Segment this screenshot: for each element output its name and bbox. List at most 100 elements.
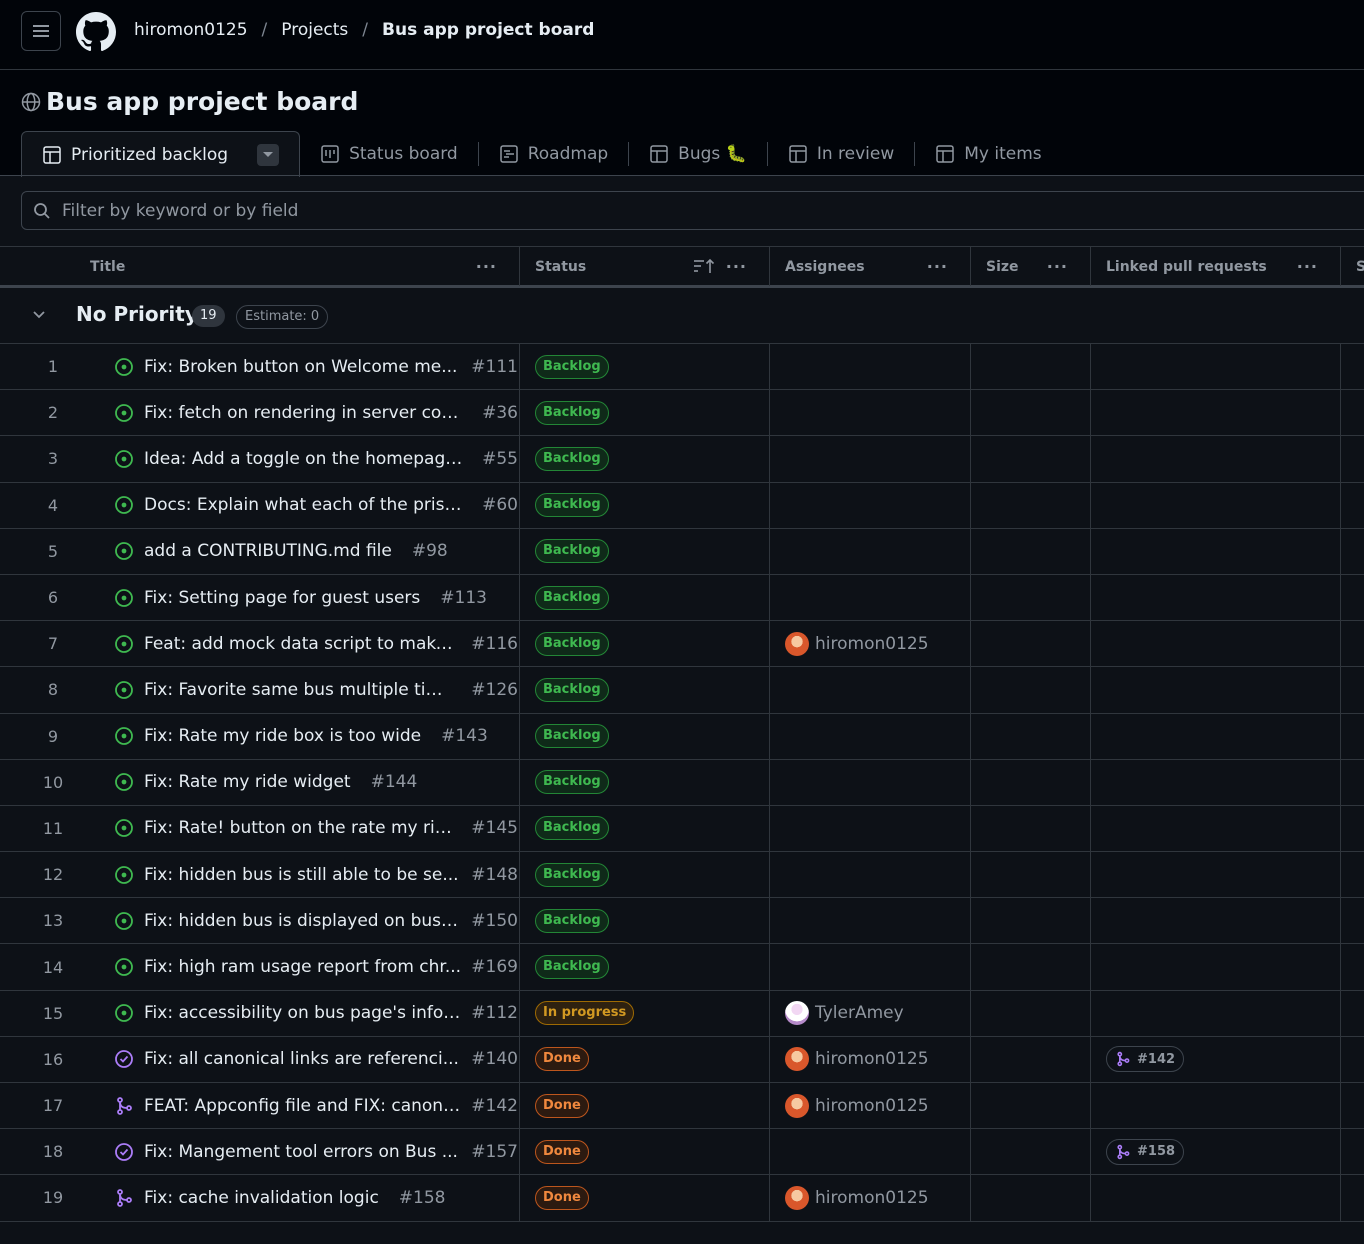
item-title-link[interactable]: Idea: Add a toggle on the homepage... — [144, 448, 464, 469]
assignees-cell[interactable] — [770, 667, 971, 713]
title-cell[interactable]: Docs: Explain what each of the prism... #… — [84, 482, 520, 528]
item-title-link[interactable]: Fix: all canonical links are referenci..… — [144, 1049, 459, 1070]
linked-pr-cell[interactable] — [1091, 482, 1341, 528]
breadcrumb-owner[interactable]: hiromon0125 — [134, 20, 248, 40]
size-cell[interactable] — [971, 482, 1091, 528]
table-row[interactable]: 2 Fix: fetch on rendering in server com..… — [0, 390, 1364, 437]
item-title-link[interactable]: Fix: cache invalidation logic — [144, 1187, 379, 1208]
assignees-cell[interactable]: hiromon0125 — [770, 621, 971, 667]
status-cell[interactable]: Done — [520, 1129, 770, 1175]
table-row[interactable]: 10 Fix: Rate my ride widget #144 Backlog — [0, 759, 1364, 806]
title-cell[interactable]: Fix: Setting page for guest users #113 — [84, 574, 520, 621]
column-menu-icon[interactable]: ··· — [725, 257, 747, 276]
title-cell[interactable]: Feat: add mock data script to make ... #1… — [84, 621, 520, 667]
github-logo-icon[interactable] — [76, 12, 116, 52]
assignees-cell[interactable] — [770, 898, 971, 944]
linked-pr-cell[interactable]: #142 — [1091, 1036, 1341, 1082]
status-cell[interactable]: Backlog — [520, 482, 770, 528]
sort-ascending-icon[interactable] — [693, 258, 715, 274]
item-title-link[interactable]: add a CONTRIBUTING.md file — [144, 541, 392, 562]
item-title-link[interactable]: Fix: Rate! button on the rate my rid... — [144, 818, 462, 839]
item-title-link[interactable]: Fix: Favorite same bus multiple times — [144, 679, 452, 700]
size-cell[interactable] — [971, 852, 1091, 898]
item-title-link[interactable]: Fix: Mangement tool errors on Bus ... — [144, 1141, 458, 1162]
tab-prioritized-backlog[interactable]: Prioritized backlog — [21, 131, 301, 177]
status-cell[interactable]: Backlog — [520, 713, 770, 759]
tab-status-board[interactable]: Status board — [300, 131, 478, 176]
linked-pr-cell[interactable] — [1091, 390, 1341, 436]
column-header-linked-pull-requests[interactable]: Linked pull requests ··· — [1091, 247, 1341, 286]
column-menu-icon[interactable]: ··· — [926, 257, 948, 276]
assignees-cell[interactable]: hiromon0125 — [770, 1175, 971, 1221]
title-cell[interactable]: Fix: high ram usage report from chr... #1… — [84, 944, 520, 990]
title-cell[interactable]: Fix: Broken button on Welcome me... #111 — [84, 344, 520, 390]
column-header-title[interactable]: Title ··· — [0, 247, 520, 286]
view-options-dropdown-button[interactable] — [257, 143, 280, 166]
status-cell[interactable]: Backlog — [520, 805, 770, 852]
table-row[interactable]: 11 Fix: Rate! button on the rate my rid..… — [0, 805, 1364, 853]
assignees-cell[interactable] — [770, 759, 971, 805]
size-cell[interactable] — [971, 759, 1091, 805]
linked-pr-cell[interactable] — [1091, 621, 1341, 667]
linked-pr-cell[interactable] — [1091, 667, 1341, 713]
title-cell[interactable]: Fix: accessibility on bus page's info ..… — [84, 990, 520, 1036]
title-cell[interactable]: Fix: fetch on rendering in server com...… — [84, 390, 520, 436]
title-cell[interactable]: Fix: all canonical links are referenci..… — [84, 1036, 520, 1082]
status-cell[interactable]: Backlog — [520, 344, 770, 390]
status-cell[interactable]: Backlog — [520, 898, 770, 944]
item-title-link[interactable]: FEAT: Appconfig file and FIX: canoni... — [144, 1095, 462, 1116]
tab-in-review[interactable]: In review — [768, 131, 914, 176]
table-row[interactable]: 16 Fix: all canonical links are referenci… — [0, 1036, 1364, 1083]
title-cell[interactable]: Fix: hidden bus is still able to be se..… — [84, 852, 520, 898]
linked-pr-cell[interactable] — [1091, 528, 1341, 574]
title-cell[interactable]: Fix: cache invalidation logic #158 — [84, 1175, 520, 1221]
breadcrumb-projects[interactable]: Projects — [281, 20, 349, 40]
column-menu-icon[interactable]: ··· — [475, 257, 497, 276]
column-header-size[interactable]: Size ··· — [971, 247, 1091, 286]
linked-pr-cell[interactable] — [1091, 436, 1341, 482]
column-menu-icon[interactable]: ··· — [1296, 257, 1318, 276]
table-row[interactable]: 1 Fix: Broken button on Welcome me... #111… — [0, 344, 1364, 391]
status-cell[interactable]: In progress — [520, 990, 770, 1036]
assignees-cell[interactable]: hiromon0125 — [770, 1083, 971, 1129]
table-row[interactable]: 19 Fix: cache invalidation logic #158 Done h… — [0, 1175, 1364, 1222]
assignees-cell[interactable] — [770, 482, 971, 528]
column-header-status[interactable]: Status ··· — [520, 247, 770, 286]
status-cell[interactable]: Backlog — [520, 852, 770, 898]
table-row[interactable]: 12 Fix: hidden bus is still able to be se… — [0, 852, 1364, 899]
status-cell[interactable]: Backlog — [520, 759, 770, 805]
status-cell[interactable]: Backlog — [520, 944, 770, 990]
assignees-cell[interactable] — [770, 344, 971, 390]
size-cell[interactable] — [971, 805, 1091, 852]
status-cell[interactable]: Backlog — [520, 667, 770, 713]
item-title-link[interactable]: Fix: Rate my ride box is too wide — [144, 726, 422, 747]
table-row[interactable]: 15 Fix: accessibility on bus page's info … — [0, 990, 1364, 1037]
table-row[interactable]: 17 FEAT: Appconfig file and FIX: canoni..… — [0, 1083, 1364, 1130]
title-cell[interactable]: Idea: Add a toggle on the homepage... #55 — [84, 436, 520, 482]
status-cell[interactable]: Backlog — [520, 436, 770, 482]
table-row[interactable]: 9 Fix: Rate my ride box is too wide #143 Ba… — [0, 713, 1364, 760]
linked-pr-cell[interactable] — [1091, 574, 1341, 621]
assignees-cell[interactable] — [770, 852, 971, 898]
title-cell[interactable]: Fix: Favorite same bus multiple times #12… — [84, 667, 520, 713]
linked-pr-cell[interactable]: #158 — [1091, 1129, 1341, 1175]
breadcrumb-current[interactable]: Bus app project board — [382, 20, 595, 40]
assignees-cell[interactable] — [770, 713, 971, 759]
assignees-cell[interactable] — [770, 574, 971, 621]
item-title-link[interactable]: Fix: accessibility on bus page's info ..… — [144, 1003, 462, 1024]
linked-pr-cell[interactable] — [1091, 805, 1341, 852]
assignees-cell[interactable] — [770, 805, 971, 852]
item-title-link[interactable]: Docs: Explain what each of the prism... — [144, 495, 464, 516]
group-header-no-priority[interactable]: No Priority 19 Estimate: 0 — [0, 288, 1364, 344]
assignees-cell[interactable]: TylerAmey — [770, 990, 971, 1036]
linked-pr-cell[interactable] — [1091, 1175, 1341, 1221]
assignees-cell[interactable] — [770, 944, 971, 990]
title-cell[interactable]: Fix: Rate my ride box is too wide #143 — [84, 713, 520, 759]
tab-bugs[interactable]: Bugs 🐛 — [629, 131, 767, 176]
title-cell[interactable]: Fix: Rate my ride widget #144 — [84, 759, 520, 805]
linked-pr-cell[interactable] — [1091, 1083, 1341, 1129]
table-row[interactable]: 8 Fix: Favorite same bus multiple times #1… — [0, 667, 1364, 714]
size-cell[interactable] — [971, 898, 1091, 944]
status-cell[interactable]: Backlog — [520, 621, 770, 667]
item-title-link[interactable]: Fix: Setting page for guest users — [144, 587, 421, 608]
